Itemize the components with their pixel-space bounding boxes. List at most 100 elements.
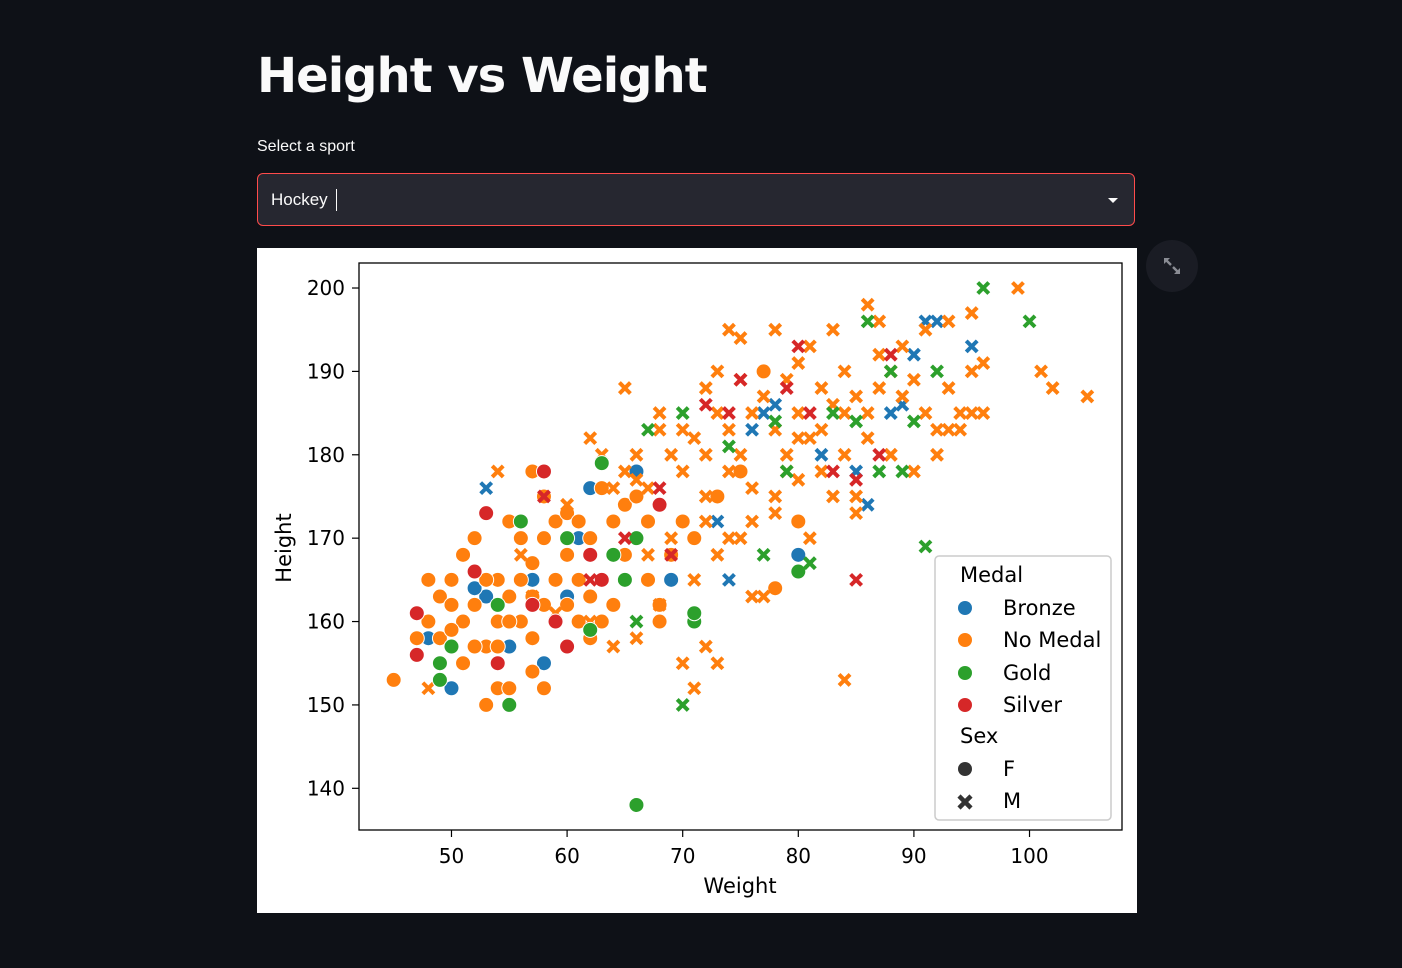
point-no-medal-f: [593, 480, 610, 497]
point-no-medal-m: [849, 389, 864, 404]
point-silver-m: [583, 572, 598, 587]
point-no-medal-f: [443, 571, 460, 588]
point-no-medal-f: [582, 530, 599, 547]
points-layer: [385, 281, 1095, 813]
point-no-medal-f: [535, 680, 552, 697]
point-no-medal-f: [455, 613, 472, 630]
point-no-medal-m: [895, 389, 910, 404]
expand-icon: [1164, 258, 1180, 274]
point-no-medal-f: [501, 680, 518, 697]
point-no-medal-m: [733, 331, 748, 345]
point-gold-f: [593, 455, 610, 472]
point-no-medal-m: [745, 481, 759, 496]
sport-select[interactable]: Hockey: [257, 173, 1135, 226]
point-silver-f: [651, 496, 668, 513]
point-no-medal-f: [605, 596, 622, 613]
point-no-medal-m: [802, 431, 817, 446]
point-no-medal-f: [478, 696, 495, 713]
point-no-medal-m: [560, 497, 575, 512]
point-silver-f: [408, 646, 425, 663]
point-no-medal-m: [860, 431, 875, 446]
legend-box: [934, 555, 1112, 821]
point-no-medal-m: [756, 389, 771, 404]
point-silver-m: [849, 472, 864, 487]
point-no-medal-m: [872, 347, 887, 362]
point-gold-m: [826, 406, 840, 421]
point-no-medal-m: [802, 531, 817, 546]
fullscreen-button[interactable]: [1146, 240, 1198, 292]
point-gold-m: [675, 698, 690, 712]
point-no-medal-m: [849, 489, 864, 504]
x-tick-label: 50: [439, 844, 464, 868]
legend-silver-label: Silver: [1003, 693, 1062, 717]
scatter-plot-image: 50 60 70 80 90 100 140 150 160 170 180 190 200 Weigh…: [257, 248, 1137, 913]
point-no-medal-m: [698, 447, 713, 462]
legend-male-marker: [957, 794, 973, 810]
point-bronze-f: [663, 571, 680, 588]
point-no-medal-m: [745, 406, 759, 421]
point-silver-f: [466, 563, 483, 580]
point-bronze-f: [466, 580, 483, 597]
point-no-medal-m: [641, 547, 655, 562]
point-no-medal-m: [941, 381, 956, 395]
point-silver-f: [489, 655, 506, 672]
point-silver-f: [547, 613, 564, 630]
point-no-medal-f: [651, 613, 668, 630]
point-silver-f: [559, 638, 576, 655]
point-no-medal-f: [501, 588, 518, 605]
legend-sex-title: Sex: [960, 724, 998, 748]
point-no-medal-f: [455, 546, 472, 563]
x-axis-label: Weight: [703, 874, 776, 898]
y-tick-label: 180: [307, 443, 345, 467]
point-no-medal-m: [745, 589, 759, 604]
point-gold-f: [616, 571, 633, 588]
point-gold-m: [849, 414, 864, 429]
y-tick-label: 200: [307, 276, 345, 300]
point-no-medal-f: [466, 638, 483, 655]
point-no-medal-f: [408, 630, 425, 647]
point-gold-f: [628, 796, 645, 813]
point-no-medal-f: [535, 530, 552, 547]
point-silver-f: [478, 505, 495, 522]
legend-bronze-label: Bronze: [1003, 596, 1076, 620]
point-no-medal-m: [802, 339, 817, 354]
point-no-medal-f: [559, 546, 576, 563]
page-title: Height vs Weight: [257, 48, 708, 104]
point-no-medal-m: [698, 639, 713, 654]
point-gold-m: [906, 414, 921, 429]
point-no-medal-m: [918, 406, 933, 421]
point-gold-f: [686, 605, 703, 622]
point-no-medal-m: [1080, 389, 1095, 404]
point-no-medal-f: [547, 571, 564, 588]
point-no-medal-m: [837, 672, 852, 687]
point-gold-m: [930, 364, 944, 379]
sport-select-value[interactable]: Hockey: [271, 190, 328, 209]
point-no-medal-f: [443, 596, 460, 613]
point-silver-m: [883, 347, 898, 362]
point-no-medal-m: [710, 547, 725, 562]
chevron-down-icon[interactable]: [1108, 198, 1118, 203]
legend-female-label: F: [1003, 757, 1015, 781]
point-gold-f: [582, 621, 599, 638]
point-no-medal-f: [512, 571, 529, 588]
x-tick-label: 60: [554, 844, 579, 868]
point-bronze-m: [710, 514, 725, 529]
point-no-medal-f: [640, 513, 657, 530]
point-no-medal-m: [687, 572, 702, 587]
y-tick-label: 140: [307, 776, 345, 800]
y-tick-label: 190: [307, 359, 345, 383]
point-no-medal-m: [1045, 381, 1060, 395]
point-gold-f: [431, 671, 448, 688]
point-no-medal-m: [906, 372, 921, 387]
point-no-medal-f: [674, 513, 691, 530]
legend-bronze-marker: [958, 601, 972, 615]
point-no-medal-m: [941, 314, 956, 329]
point-no-medal-m: [664, 531, 679, 546]
point-no-medal-f: [466, 596, 483, 613]
point-no-medal-m: [930, 447, 944, 462]
point-no-medal-m: [617, 381, 632, 395]
point-no-medal-m: [606, 481, 621, 496]
point-no-medal-f: [501, 613, 518, 630]
point-no-medal-f: [512, 530, 529, 547]
point-no-medal-m: [1011, 281, 1025, 295]
